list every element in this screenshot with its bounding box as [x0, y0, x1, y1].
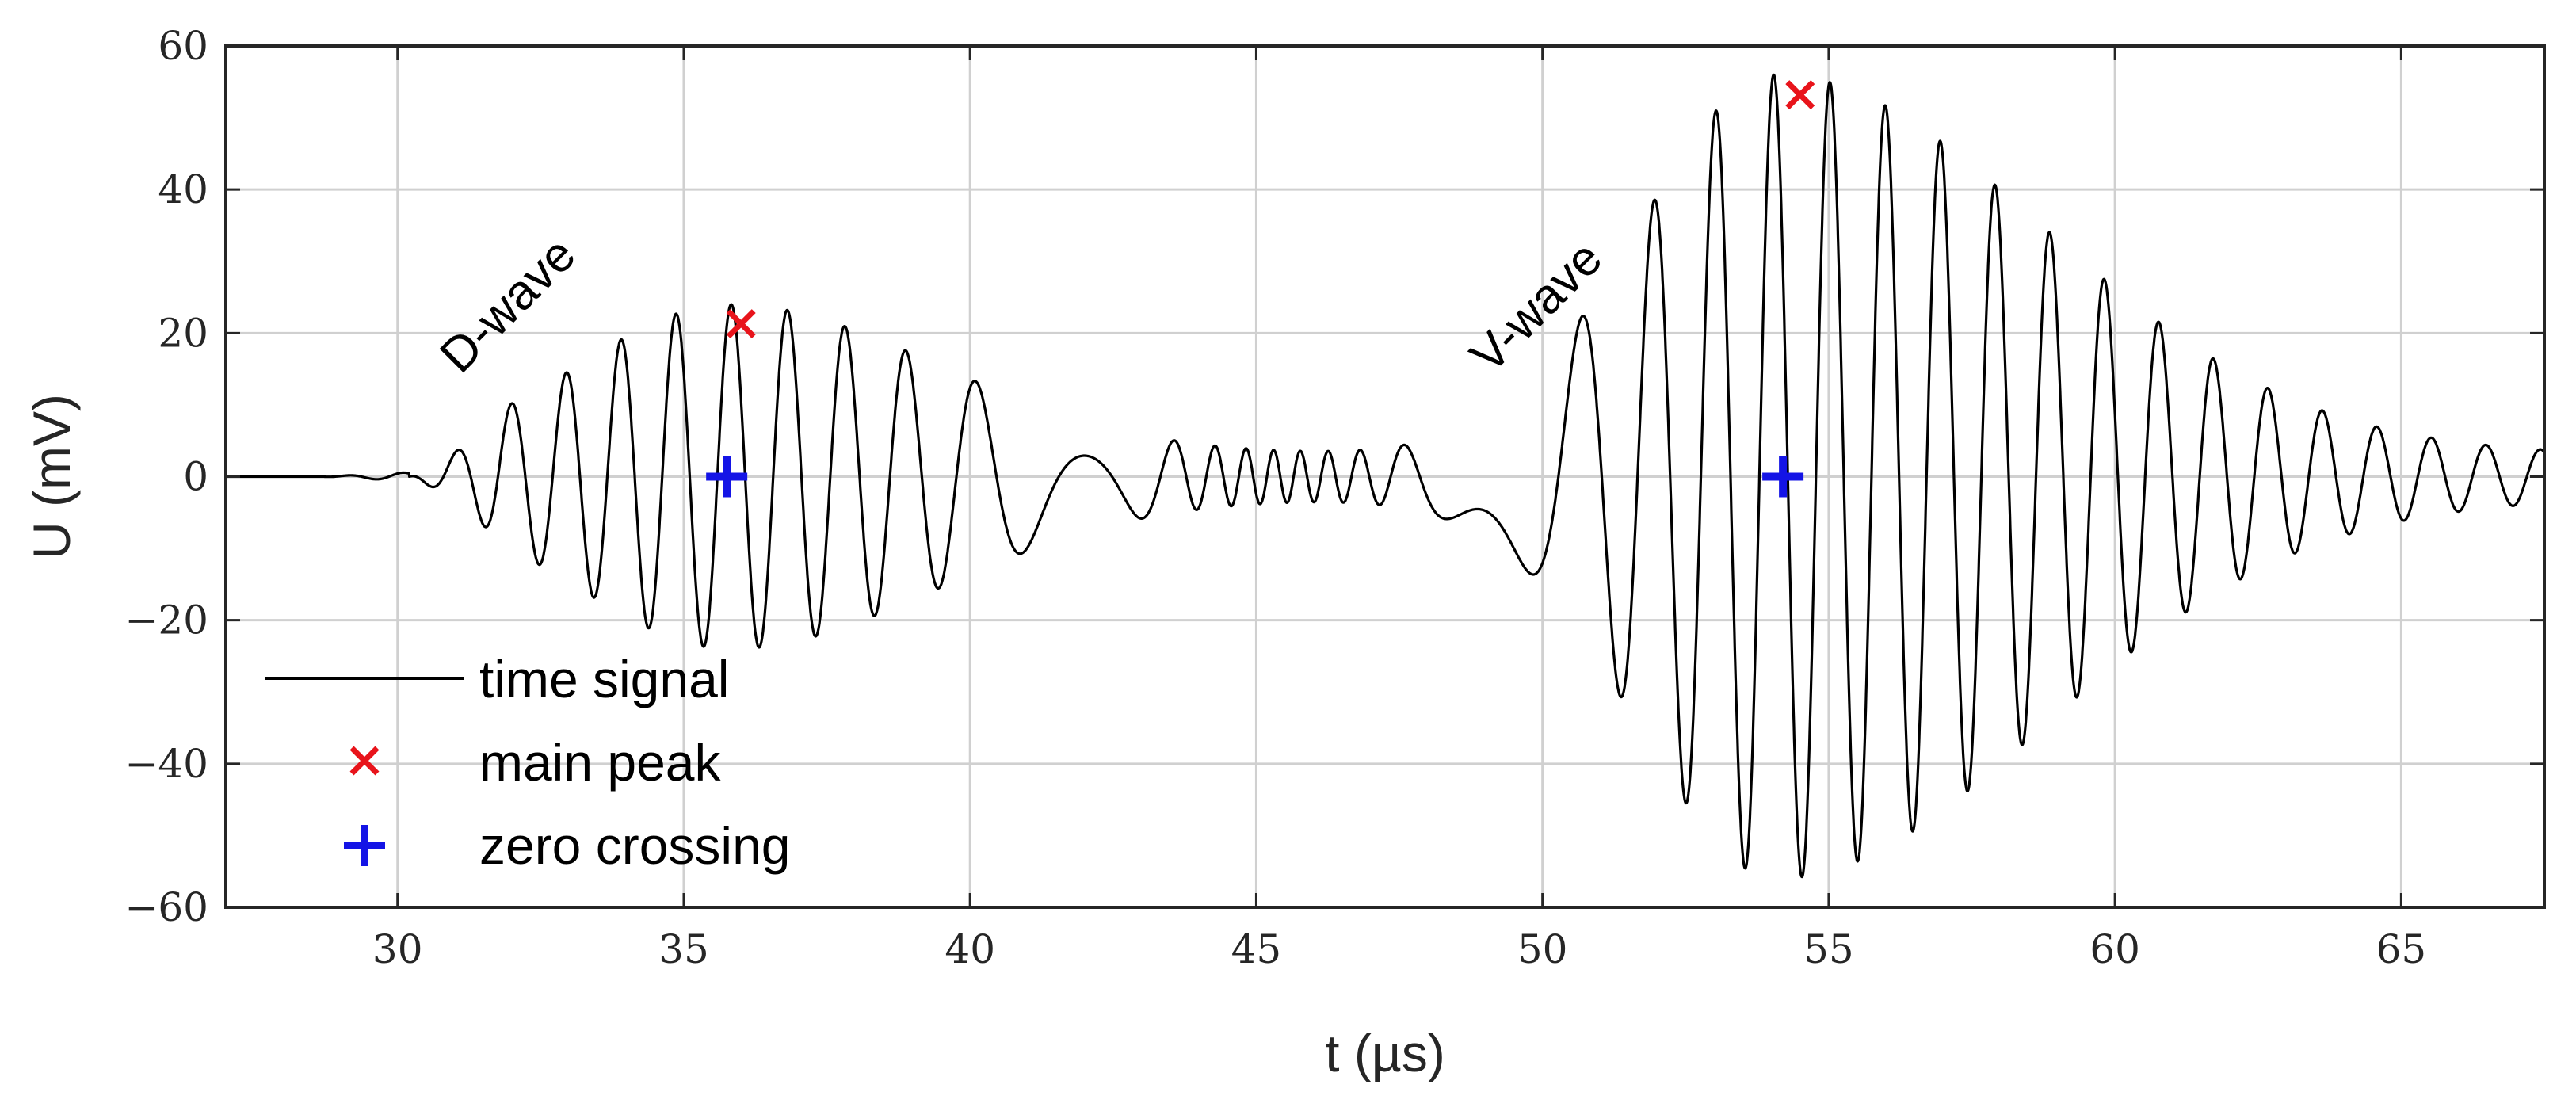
- y-tick-label: 20: [158, 310, 208, 356]
- legend-x-shape: [349, 746, 380, 776]
- legend-item-zero-crossing: zero crossing: [479, 816, 791, 875]
- x-tick-label: 60: [2089, 926, 2140, 972]
- x-axis-label: t (µs): [1325, 1024, 1445, 1082]
- x-tick-label: 35: [658, 926, 709, 972]
- x-tick-label: 30: [372, 926, 423, 972]
- y-tick-label: 40: [158, 166, 208, 212]
- axis-ticks: 30 35 40 45 50 55 60 65 −60 −40 −20 0 20 40 60: [124, 23, 2544, 972]
- zero-crossing-marker: [1762, 456, 1804, 498]
- x-tick-label: 55: [1803, 926, 1854, 972]
- main-peak-marker: [1785, 80, 1815, 110]
- marker-layer: [706, 80, 1815, 498]
- y-tick-label: −60: [124, 884, 208, 930]
- y-axis-label: U (mV): [22, 394, 81, 559]
- legend-x-marker-icon: [349, 746, 380, 776]
- x-tick-label: 65: [2376, 926, 2427, 972]
- legend-item-time-signal: time signal: [479, 650, 729, 708]
- y-tick-label: 60: [158, 23, 208, 69]
- time-signal-line: [224, 73, 2546, 879]
- x-tick-label: 40: [945, 926, 995, 972]
- legend: time signal main peak zero crossing: [265, 650, 791, 875]
- x-tick-label: 45: [1231, 926, 1282, 972]
- legend-plus-shape: [344, 825, 385, 866]
- y-tick-label: −40: [124, 741, 208, 787]
- zero-crossing-marker: [706, 456, 748, 498]
- legend-plus-marker-icon: [344, 825, 385, 866]
- x-tick-label: 50: [1517, 926, 1568, 972]
- y-tick-label: −20: [124, 597, 208, 643]
- signal-layer: [224, 73, 2546, 879]
- main-peak-marker: [726, 309, 756, 339]
- legend-item-main-peak: main peak: [479, 733, 722, 792]
- y-tick-label: 0: [183, 454, 208, 500]
